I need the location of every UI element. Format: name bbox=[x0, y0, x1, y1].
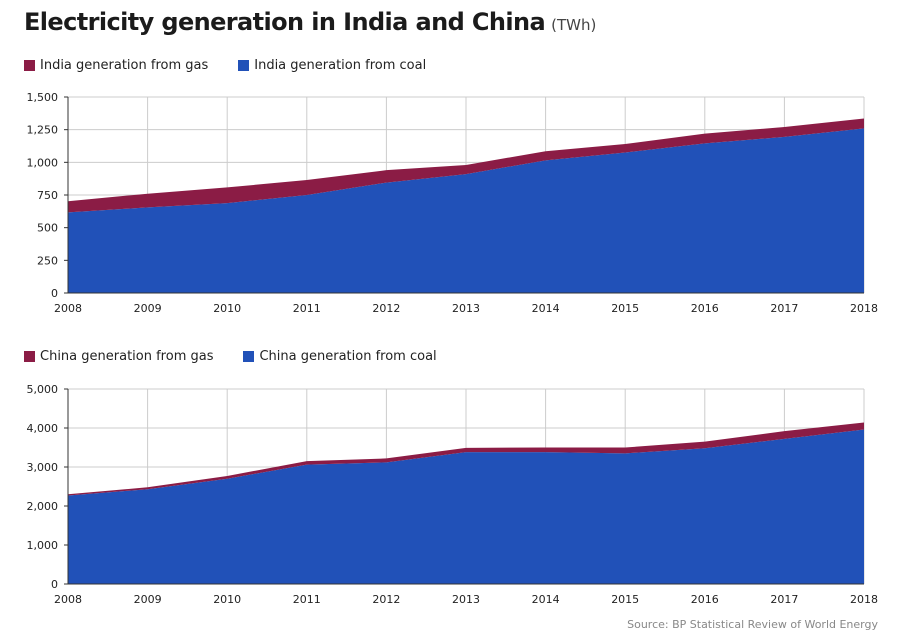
india-y-tick-label: 750 bbox=[37, 189, 58, 202]
china-y-tick-label: 2,000 bbox=[27, 500, 59, 513]
india-area-india-generation-from-coal bbox=[68, 128, 864, 293]
india-y-tick-label: 1,000 bbox=[27, 156, 59, 169]
china-y-tick-label: 4,000 bbox=[27, 422, 59, 435]
legend-label-china-gas: China generation from gas bbox=[40, 348, 214, 364]
china-x-tick-label: 2016 bbox=[691, 593, 719, 606]
china-x-tick-label: 2017 bbox=[770, 593, 798, 606]
india-x-tick-label: 2016 bbox=[691, 302, 719, 315]
china-area-chart: 0 1,000 2,000 3,000 4,000 5,000 2008 2009 2010 20… bbox=[27, 383, 879, 606]
india-x-tick-label: 2009 bbox=[134, 302, 162, 315]
china-x-tick-label: 2008 bbox=[54, 593, 82, 606]
india-y-tick-label: 0 bbox=[51, 287, 58, 300]
china-x-tick-label: 2013 bbox=[452, 593, 480, 606]
legend-item-china-gas: China generation from gas bbox=[24, 349, 213, 364]
legend-swatch-india-coal bbox=[238, 59, 250, 71]
china-y-tick-label: 0 bbox=[51, 578, 58, 591]
india-x-tick-label: 2018 bbox=[850, 302, 878, 315]
legend-india: India generation from gas India generati… bbox=[24, 56, 426, 74]
legend-swatch-china-coal bbox=[243, 350, 255, 362]
china-y-tick-label: 3,000 bbox=[27, 461, 59, 474]
india-area-india-generation-from-gas bbox=[68, 118, 864, 213]
india-x-tick-label: 2014 bbox=[532, 302, 560, 315]
chart-title-text: Electricity generation in India and Chin… bbox=[24, 8, 546, 36]
legend-label-india-coal: India generation from coal bbox=[254, 57, 427, 73]
legend-label-india-gas: India generation from gas bbox=[40, 57, 209, 73]
china-x-tick-label: 2015 bbox=[611, 593, 639, 606]
chart-unit: (TWh) bbox=[551, 16, 597, 34]
india-area-chart: 0 250 500 750 1,000 1,250 1,500 2008 2009 2010 201… bbox=[27, 91, 879, 315]
china-area-china-generation-from-gas bbox=[68, 422, 864, 496]
india-y-tick-label: 500 bbox=[37, 222, 58, 235]
legend-item-india-gas: India generation from gas bbox=[24, 58, 208, 73]
legend-item-india-coal: India generation from coal bbox=[238, 58, 426, 73]
india-x-tick-label: 2017 bbox=[770, 302, 798, 315]
china-x-tick-label: 2009 bbox=[134, 593, 162, 606]
china-x-tick-label: 2014 bbox=[532, 593, 560, 606]
chart-title: Electricity generation in India and Chin… bbox=[24, 8, 596, 36]
china-y-tick-label: 5,000 bbox=[27, 383, 59, 396]
china-y-tick-label: 1,000 bbox=[27, 539, 59, 552]
legend-swatch-india-gas bbox=[24, 59, 35, 71]
india-x-tick-label: 2010 bbox=[213, 302, 241, 315]
india-x-tick-label: 2011 bbox=[293, 302, 321, 315]
china-x-tick-label: 2012 bbox=[372, 593, 400, 606]
india-y-tick-label: 250 bbox=[37, 254, 58, 267]
legend-item-china-coal: China generation from coal bbox=[243, 348, 437, 364]
india-x-tick-label: 2012 bbox=[372, 302, 400, 315]
india-y-tick-label: 1,250 bbox=[27, 124, 59, 137]
india-y-tick-label: 1,500 bbox=[27, 91, 59, 104]
legend-label-china-coal: China generation from coal bbox=[259, 348, 437, 364]
legend-swatch-china-gas bbox=[24, 350, 35, 362]
china-area-china-generation-from-coal bbox=[68, 429, 864, 584]
china-x-tick-label: 2010 bbox=[213, 593, 241, 606]
india-x-tick-label: 2013 bbox=[452, 302, 480, 315]
china-x-tick-label: 2018 bbox=[850, 593, 878, 606]
legend-china: China generation from gas China generati… bbox=[24, 347, 437, 365]
source-note: Source: BP Statistical Review of World E… bbox=[627, 618, 878, 631]
india-x-tick-label: 2015 bbox=[611, 302, 639, 315]
china-x-tick-label: 2011 bbox=[293, 593, 321, 606]
india-x-tick-label: 2008 bbox=[54, 302, 82, 315]
